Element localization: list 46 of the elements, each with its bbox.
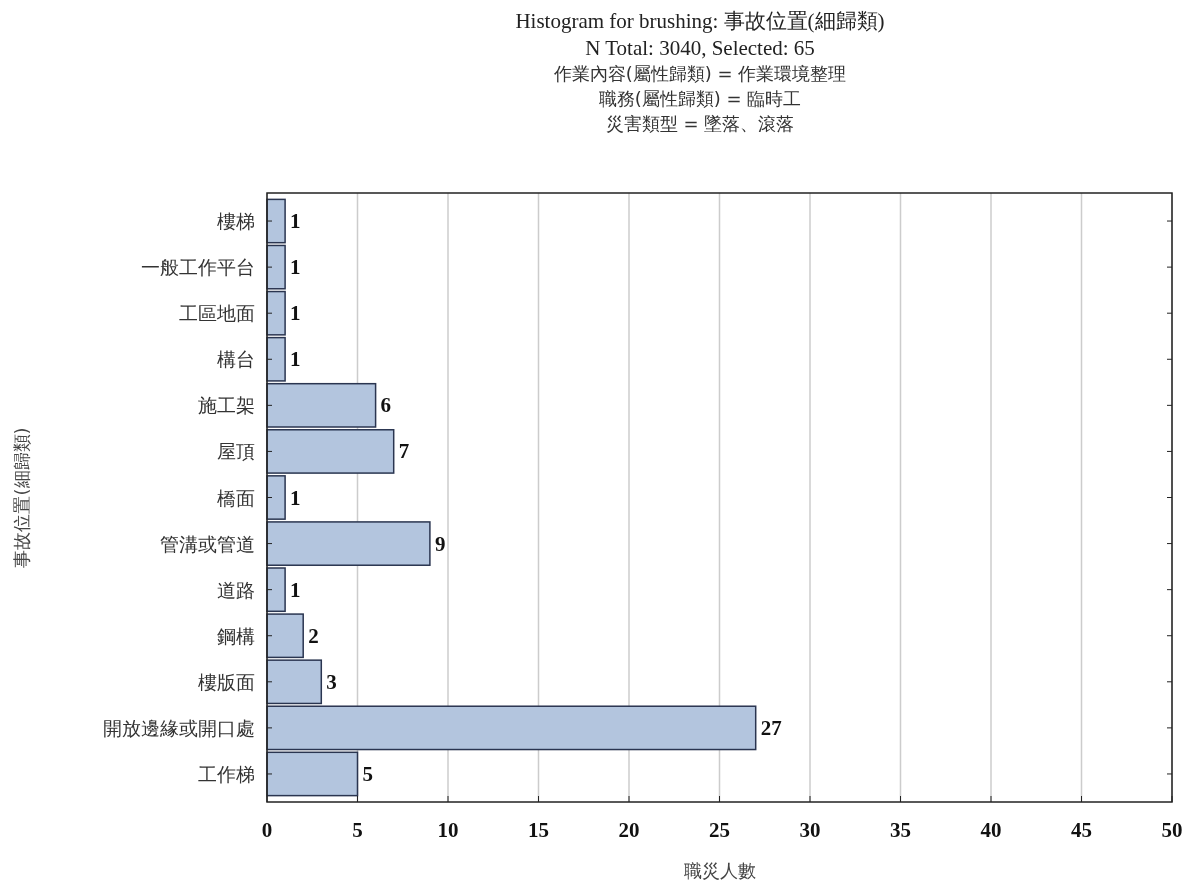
chart-title: Histogram for brushing: 事故位置(細歸類)	[515, 9, 885, 33]
y-tick-label: 管溝或管道	[160, 532, 255, 555]
data-label: 27	[760, 715, 782, 740]
data-label: 1	[290, 301, 301, 326]
y-tick-label: 屋頂	[217, 440, 255, 463]
data-label: 9	[434, 531, 446, 556]
data-label: 3	[326, 669, 337, 694]
x-tick-label: 45	[1071, 818, 1092, 842]
y-tick-label: 樓版面	[198, 670, 255, 693]
data-label: 1	[290, 255, 301, 280]
x-tick-label: 40	[980, 818, 1002, 842]
data-label: 1	[290, 577, 301, 602]
chart-subtitle: N Total: 3040, Selected: 65	[585, 36, 815, 60]
x-tick-label: 5	[352, 818, 363, 842]
y-tick-label: 橋面	[217, 486, 255, 509]
y-tick-label: 施工架	[198, 394, 255, 417]
data-label: 5	[362, 761, 373, 786]
data-label: 1	[290, 485, 301, 510]
x-tick-label: 30	[799, 818, 821, 842]
bar	[266, 198, 286, 244]
x-tick-label: 10	[437, 818, 459, 842]
x-tick-label: 25	[709, 818, 730, 842]
text: 作業內容(屬性歸類) = 作業環境整理	[552, 63, 847, 84]
y-tick-label: 構台	[217, 348, 255, 371]
x-tick-label: 35	[890, 818, 911, 842]
y-tick-label: 工作梯	[198, 762, 255, 785]
text: 職務(屬性歸類) = 臨時工	[598, 88, 802, 109]
x-axis-title: 職災人數	[683, 860, 756, 881]
y-tick-label: 開放邊緣或開口處	[103, 716, 255, 739]
x-tick-label: 15	[528, 818, 549, 842]
y-tick-label: 道路	[217, 578, 255, 601]
y-tick-label: 鋼構	[217, 624, 255, 647]
y-tick-label: 樓梯	[217, 210, 255, 233]
data-label: 6	[380, 393, 392, 418]
text: 災害類型 = 墜落、滾落	[605, 113, 795, 134]
data-label: 1	[290, 209, 301, 234]
y-tick-label: 一般工作平台	[141, 256, 255, 279]
data-label: 7	[398, 439, 410, 464]
x-tick-label: 0	[261, 818, 273, 842]
x-tick-label: 20	[618, 818, 640, 842]
data-label: 1	[290, 347, 301, 372]
y-tick-label: 工區地面	[179, 302, 255, 325]
x-tick-label: 50	[1161, 818, 1183, 842]
y-axis-title: 事故位置(細歸類)	[11, 427, 32, 568]
data-label: 2	[308, 623, 319, 648]
bar	[266, 751, 359, 797]
